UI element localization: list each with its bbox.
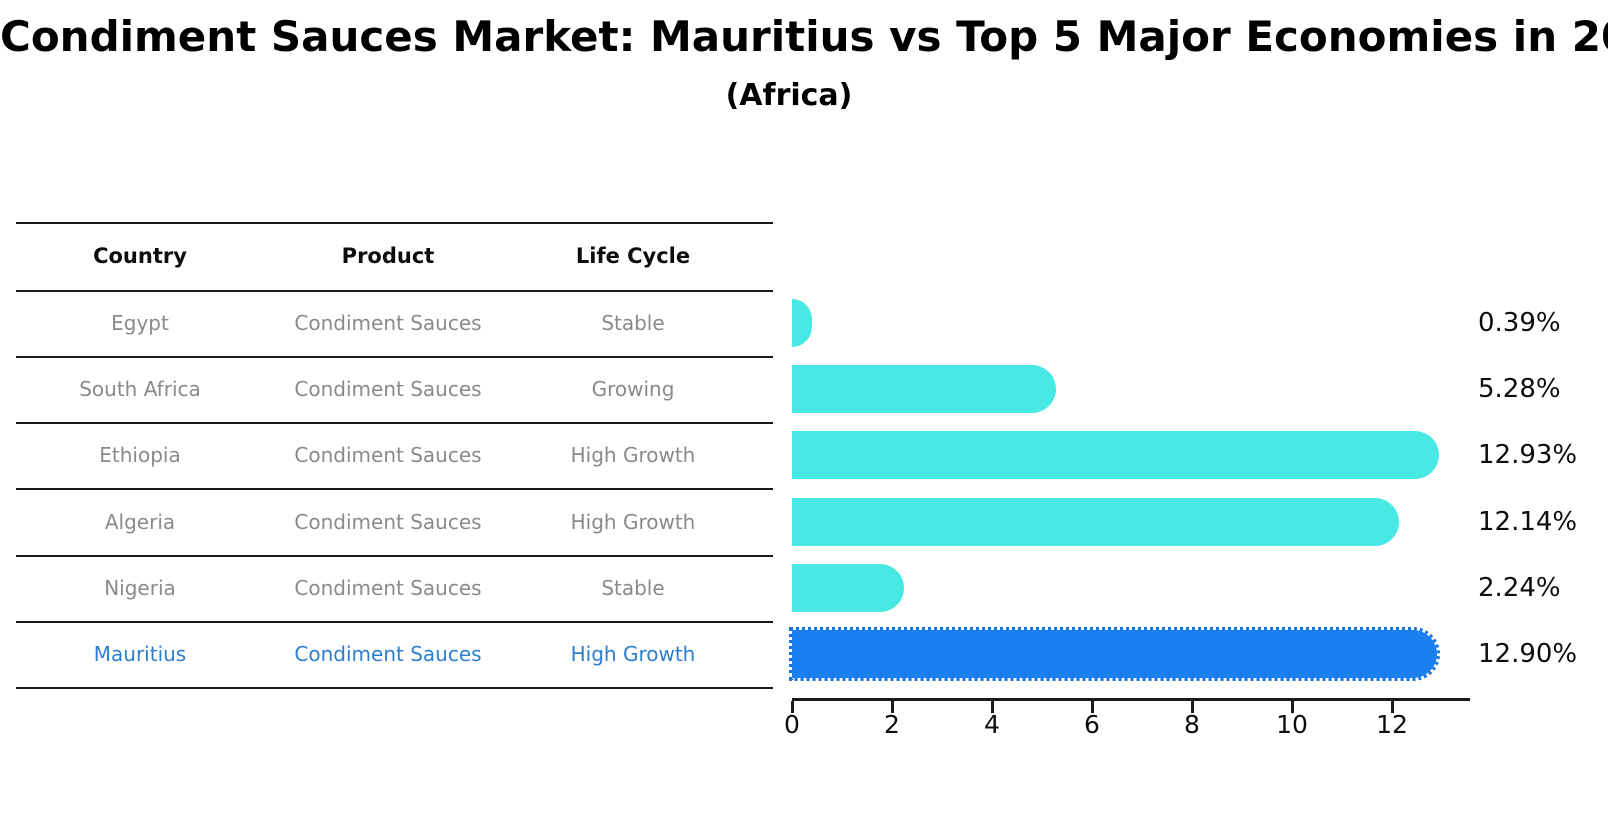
cell-product: Condiment Sauces <box>294 377 482 401</box>
table-rule <box>16 555 773 557</box>
cell-product: Condiment Sauces <box>294 642 482 666</box>
cell-product: Condiment Sauces <box>294 576 482 600</box>
bar-south-africa <box>792 365 1056 413</box>
table-rule <box>16 687 773 689</box>
value-label-mauritius: 12.90% <box>1478 639 1578 669</box>
x-tick-label: 12 <box>1376 710 1408 739</box>
value-label-nigeria: 2.24% <box>1478 573 1561 603</box>
x-tick-mark <box>1191 701 1194 713</box>
cell-country: Egypt <box>111 311 169 335</box>
bar-ethiopia <box>792 431 1439 479</box>
page-subtitle: (Africa) <box>725 78 853 113</box>
cell-product: Condiment Sauces <box>294 443 482 467</box>
table-rule <box>16 422 773 424</box>
table-rule <box>16 356 773 358</box>
table-rule <box>16 488 773 490</box>
x-tick-label: 8 <box>1184 710 1200 739</box>
table-rule <box>16 222 773 224</box>
x-tick-mark <box>1291 701 1294 713</box>
cell-life-cycle: High Growth <box>570 509 696 534</box>
bar-nigeria <box>792 564 904 612</box>
cell-life-cycle: Stable <box>601 311 665 335</box>
column-header-life-cycle: Life Cycle <box>575 244 691 268</box>
cell-life-cycle: High Growth <box>570 443 696 467</box>
x-tick-mark <box>991 701 994 713</box>
column-header-country: Country <box>93 244 187 268</box>
value-label-algeria: 12.14% <box>1478 506 1578 537</box>
cell-country: Nigeria <box>104 576 176 600</box>
x-tick-mark <box>1391 701 1394 713</box>
x-tick-mark <box>791 701 794 713</box>
bar-egypt <box>792 299 812 347</box>
column-header-product: Product <box>341 244 435 268</box>
x-tick-label: 10 <box>1276 710 1308 739</box>
value-label-egypt: 0.39% <box>1478 308 1561 338</box>
value-label-south-africa: 5.28% <box>1478 374 1561 404</box>
table-rule <box>16 621 773 623</box>
value-label-ethiopia: 12.93% <box>1478 440 1578 470</box>
cell-product: Condiment Sauces <box>294 509 482 534</box>
x-tick-label: 6 <box>1084 710 1100 739</box>
x-tick-label: 4 <box>984 710 1000 739</box>
bar-algeria <box>792 497 1399 546</box>
cell-country: Algeria <box>104 509 176 534</box>
x-tick-label: 2 <box>884 710 900 739</box>
cell-life-cycle: Growing <box>591 377 675 401</box>
x-axis-line <box>792 698 1470 701</box>
cell-product: Condiment Sauces <box>294 311 482 335</box>
x-tick-label: 0 <box>784 710 800 739</box>
cell-country: Mauritius <box>93 642 187 666</box>
bar-mauritius <box>789 627 1440 681</box>
cell-life-cycle: Stable <box>601 576 665 600</box>
table-rule <box>16 290 773 292</box>
x-tick-mark <box>891 701 894 713</box>
cell-life-cycle: High Growth <box>570 642 696 666</box>
cell-country: Ethiopia <box>99 443 181 467</box>
page-title: Condiment Sauces Market: Mauritius vs To… <box>0 12 1608 61</box>
x-tick-mark <box>1091 701 1094 713</box>
cell-country: South Africa <box>79 377 201 401</box>
